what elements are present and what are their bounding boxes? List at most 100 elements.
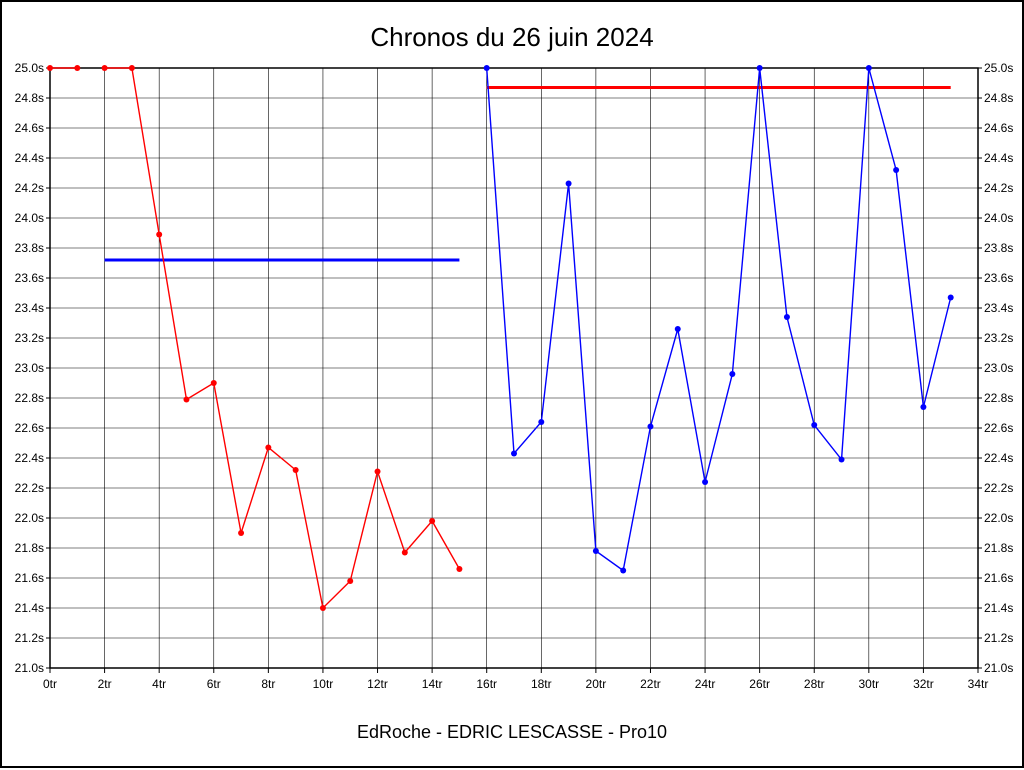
y-axis-tick-label-left: 22.0s [15, 511, 44, 525]
first-run-red-point [238, 530, 245, 536]
y-axis-tick-label-left: 23.4s [15, 301, 44, 315]
chart-footer: EdRoche - EDRIC LESCASSE - Pro10 [356, 722, 668, 742]
x-axis-tick-label: 4tr [152, 677, 166, 691]
first-run-red-point [401, 549, 408, 556]
second-run-blue-point [674, 326, 681, 332]
y-axis-tick-label-left: 24.6s [15, 121, 44, 135]
y-axis-tick-label-right: 23.8s [984, 241, 1013, 255]
y-axis-tick-label-left: 24.8s [15, 91, 44, 105]
first-run-red-point [74, 65, 81, 71]
y-axis-tick-label-left: 22.6s [15, 421, 44, 435]
x-axis-tick-label: 28tr [804, 677, 825, 691]
second-run-blue-point [783, 314, 790, 320]
y-axis-tick-label-right: 22.6s [984, 421, 1013, 435]
y-axis-tick-label-right: 24.6s [984, 121, 1013, 135]
second-run-blue-point [538, 419, 545, 425]
x-axis-tick-label: 6tr [207, 677, 221, 691]
x-axis-tick-label: 14tr [422, 677, 443, 691]
second-run-blue-point [702, 479, 709, 485]
y-axis-tick-label-right: 23.4s [984, 301, 1013, 315]
y-axis-tick-label-right: 23.6s [984, 271, 1013, 285]
y-axis-tick-label-left: 21.2s [15, 631, 44, 645]
y-axis-tick-label-right: 24.2s [984, 181, 1013, 195]
second-run-blue-point [920, 404, 927, 410]
second-run-blue-point [511, 450, 517, 457]
y-axis-tick-label-right: 23.2s [984, 331, 1013, 345]
first-run-red-point [374, 468, 381, 475]
second-run-blue-point [893, 167, 900, 173]
y-axis-tick-label-right: 22.8s [984, 391, 1013, 405]
second-run-blue-point [838, 456, 845, 463]
x-axis-tick-label: 26tr [749, 677, 770, 691]
second-run-blue-point [483, 65, 490, 71]
y-axis-tick-label-left: 22.2s [15, 481, 44, 495]
y-axis-tick-label-right: 21.6s [984, 571, 1013, 585]
second-run-blue-line [486, 67, 952, 572]
first-run-red-point [456, 566, 463, 572]
y-axis-tick-label-left: 23.0s [15, 361, 44, 375]
y-axis-tick-label-right: 24.0s [984, 211, 1013, 225]
plot-border [49, 67, 979, 669]
second-run-blue-point [947, 294, 954, 301]
x-axis-tick-label: 30tr [858, 677, 879, 691]
first-run-red-point [183, 396, 190, 403]
x-axis-tick-label: 10tr [313, 677, 334, 691]
first-run-red-point [347, 578, 354, 584]
y-axis-tick-label-right: 21.4s [984, 601, 1013, 615]
second-run-blue-point [865, 65, 872, 71]
second-run-blue-point [756, 65, 763, 71]
second-run-blue-point [620, 567, 627, 574]
first-run-red-point [265, 444, 272, 451]
y-axis-tick-label-left: 21.6s [15, 571, 44, 585]
y-axis-tick-label-right: 21.0s [984, 661, 1013, 675]
x-axis-tick-label: 22tr [640, 677, 661, 691]
first-run-red-point [210, 380, 217, 386]
y-axis-tick-label-left: 22.8s [15, 391, 44, 405]
x-axis-tick-label: 20tr [586, 677, 607, 691]
y-axis-tick-label-right: 22.2s [984, 481, 1013, 495]
first-run-red-point [128, 65, 135, 71]
x-axis-tick-label: 2tr [98, 677, 112, 691]
y-axis-tick-label-left: 23.6s [15, 271, 44, 285]
y-axis-tick-label-right: 25.0s [984, 61, 1013, 75]
first-run-red-line [104, 67, 461, 610]
y-axis-tick-label-right: 22.4s [984, 451, 1013, 465]
first-run-red-point [319, 605, 326, 611]
first-run-red-point [47, 65, 53, 71]
second-run-blue-point [592, 548, 599, 554]
y-axis-tick-label-left: 23.8s [15, 241, 44, 255]
y-axis-tick-label-left: 21.8s [15, 541, 44, 555]
y-axis-tick-label-left: 24.2s [15, 181, 44, 195]
x-axis-tick-label: 18tr [531, 677, 552, 691]
first-run-red-point [292, 467, 299, 473]
second-run-blue-point [647, 423, 654, 430]
y-axis-tick-label-left: 21.0s [15, 661, 44, 675]
y-axis-tick-label-right: 21.8s [984, 541, 1013, 555]
y-axis-tick-label-right: 24.8s [984, 91, 1013, 105]
first-run-red-point [156, 231, 163, 238]
second-run-blue-point [811, 422, 818, 428]
x-axis-tick-label: 24tr [695, 677, 716, 691]
second-run-blue-point [565, 180, 572, 187]
y-axis-tick-label-right: 21.2s [984, 631, 1013, 645]
y-axis-tick-label-right: 24.4s [984, 151, 1013, 165]
first-run-red-point [101, 65, 108, 71]
y-axis-tick-label-right: 22.0s [984, 511, 1013, 525]
first-run-red-point [429, 518, 436, 524]
x-axis-tick-label: 16tr [476, 677, 497, 691]
second-run-blue-point [729, 371, 736, 377]
x-axis-tick-label: 34tr [968, 677, 989, 691]
chart-title: Chronos du 26 juin 2024 [370, 22, 654, 52]
y-axis-tick-label-left: 24.4s [15, 151, 44, 165]
y-axis-tick-label-left: 24.0s [15, 211, 44, 225]
y-axis-tick-label-left: 25.0s [15, 61, 44, 75]
x-axis-tick-label: 12tr [367, 677, 388, 691]
y-axis-tick-label-right: 23.0s [984, 361, 1013, 375]
x-axis-tick-label: 0tr [43, 677, 57, 691]
x-axis-tick-label: 8tr [261, 677, 275, 691]
y-axis-tick-label-left: 22.4s [15, 451, 44, 465]
x-axis-tick-label: 32tr [913, 677, 934, 691]
y-axis-tick-label-left: 21.4s [15, 601, 44, 615]
